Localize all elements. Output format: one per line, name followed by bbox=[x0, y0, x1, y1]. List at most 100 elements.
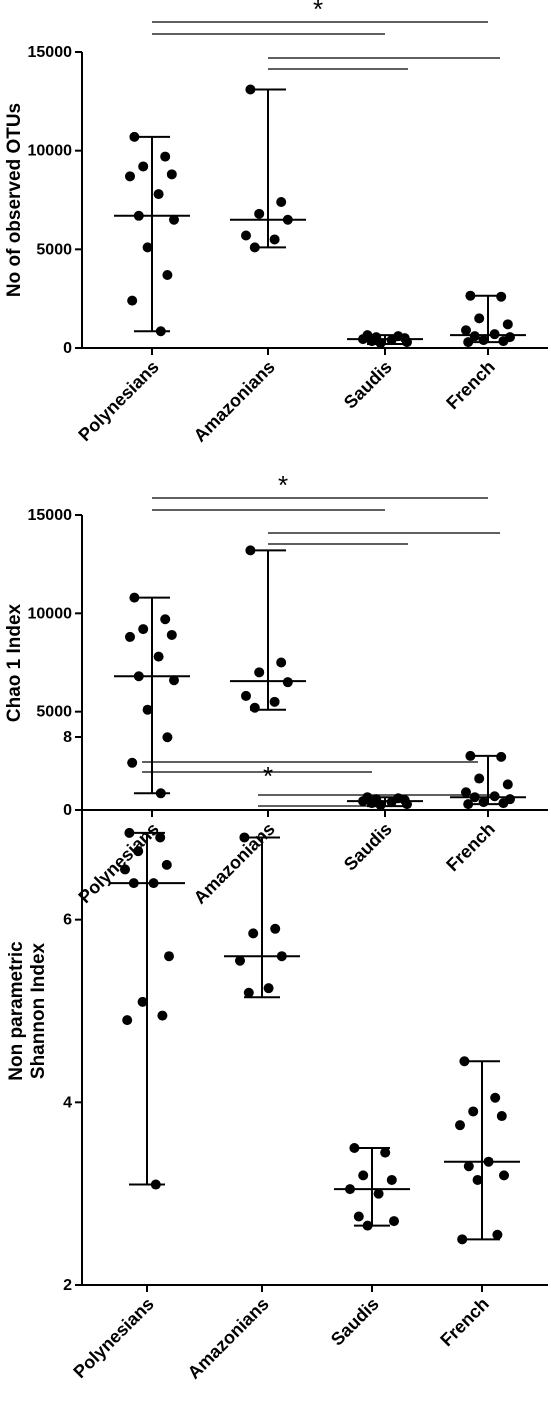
data-point bbox=[492, 1229, 503, 1240]
data-point bbox=[162, 732, 173, 743]
data-point bbox=[463, 1161, 474, 1172]
data-point bbox=[459, 1056, 470, 1067]
data-point bbox=[137, 996, 148, 1007]
data-point bbox=[269, 696, 280, 707]
data-point bbox=[133, 671, 144, 682]
data-point bbox=[162, 269, 173, 280]
category-label: Saudis bbox=[340, 357, 396, 413]
y-axis-title: Non parametricShannon Index bbox=[6, 941, 49, 1081]
data-point bbox=[478, 335, 489, 346]
data-point bbox=[490, 1092, 501, 1103]
data-point bbox=[402, 799, 412, 810]
data-point bbox=[478, 797, 489, 808]
data-point bbox=[375, 338, 386, 349]
data-point bbox=[455, 1120, 465, 1131]
significance-marker: * bbox=[313, 0, 323, 24]
data-point bbox=[362, 1220, 373, 1231]
data-point bbox=[380, 1147, 391, 1158]
category-label: French bbox=[442, 357, 499, 414]
category-label: French bbox=[442, 819, 499, 876]
data-point bbox=[169, 675, 179, 686]
data-point bbox=[243, 987, 254, 998]
data-point bbox=[161, 859, 172, 870]
data-point bbox=[248, 928, 259, 939]
data-point bbox=[276, 196, 287, 207]
category-label: Saudis bbox=[340, 819, 396, 875]
data-point bbox=[502, 319, 513, 330]
y-axis-title: No of observed OTUs bbox=[4, 103, 25, 297]
data-point bbox=[235, 955, 245, 966]
data-point bbox=[496, 291, 507, 302]
y-tick-label: 10000 bbox=[28, 605, 73, 622]
data-point bbox=[142, 242, 153, 253]
y-axis-title: Chao 1 Index bbox=[4, 603, 25, 722]
data-point bbox=[249, 242, 260, 253]
data-point bbox=[276, 951, 287, 962]
data-point bbox=[138, 161, 149, 172]
category-label: Saudis bbox=[327, 1294, 383, 1350]
data-point bbox=[160, 151, 171, 162]
category-label: French bbox=[436, 1294, 493, 1351]
data-point bbox=[489, 791, 500, 802]
data-point bbox=[125, 631, 135, 642]
y-tick-label: 2 bbox=[63, 1277, 72, 1294]
data-point bbox=[496, 1111, 507, 1122]
chart-panel-3: 2 4 6 8 Non parametricShannon Index Polynesia… bbox=[6, 729, 548, 1383]
data-point bbox=[465, 750, 476, 761]
data-point bbox=[375, 800, 386, 811]
data-point bbox=[345, 1184, 355, 1195]
data-point bbox=[386, 1174, 397, 1185]
category-label: Amazonians bbox=[190, 357, 279, 446]
data-point bbox=[127, 295, 138, 306]
category-label: Amazonians bbox=[184, 1294, 273, 1383]
data-point bbox=[155, 326, 166, 337]
data-point bbox=[386, 335, 397, 346]
category-label: Polynesians bbox=[74, 357, 162, 445]
data-point bbox=[461, 325, 471, 336]
data-point bbox=[457, 1234, 468, 1245]
significance-marker: * bbox=[278, 470, 288, 500]
data-point bbox=[153, 189, 164, 200]
data-point bbox=[282, 677, 293, 688]
category-label: Polynesians bbox=[69, 1294, 157, 1382]
y-tick-label: 4 bbox=[63, 1094, 72, 1111]
data-point bbox=[239, 832, 250, 843]
data-point bbox=[133, 846, 144, 857]
data-point bbox=[254, 208, 265, 219]
y-tick-label: 10000 bbox=[28, 143, 73, 160]
data-point bbox=[270, 923, 281, 934]
data-point bbox=[122, 1015, 133, 1026]
y-axis-title-line: Shannon Index bbox=[28, 942, 49, 1079]
data-point bbox=[142, 704, 153, 715]
data-point bbox=[389, 1216, 399, 1227]
data-point bbox=[157, 1010, 168, 1021]
data-point bbox=[349, 1143, 360, 1153]
data-point bbox=[263, 983, 274, 994]
data-point bbox=[150, 1179, 161, 1190]
data-point bbox=[366, 336, 377, 347]
data-point bbox=[153, 651, 164, 662]
data-point bbox=[169, 214, 179, 225]
data-point bbox=[164, 951, 174, 962]
data-point bbox=[155, 832, 166, 843]
data-point bbox=[133, 210, 144, 221]
category-label: Amazonians bbox=[190, 819, 279, 908]
data-point bbox=[474, 313, 485, 324]
data-point bbox=[282, 214, 293, 225]
data-point bbox=[499, 1170, 509, 1181]
data-point bbox=[166, 629, 177, 640]
data-point bbox=[502, 779, 513, 790]
data-point bbox=[463, 799, 474, 810]
chart-panel-1: 0 5000 10000 15000 No of observed OTUs Polyne… bbox=[4, 0, 548, 446]
data-point bbox=[125, 171, 135, 182]
data-point bbox=[468, 1106, 479, 1117]
data-point bbox=[129, 131, 140, 142]
data-point bbox=[120, 864, 130, 875]
y-tick-label: 6 bbox=[63, 912, 72, 929]
data-point bbox=[129, 592, 140, 603]
data-point bbox=[245, 84, 256, 95]
data-point bbox=[241, 230, 251, 241]
data-point bbox=[373, 1188, 384, 1199]
y-tick-label: 5000 bbox=[36, 704, 72, 721]
